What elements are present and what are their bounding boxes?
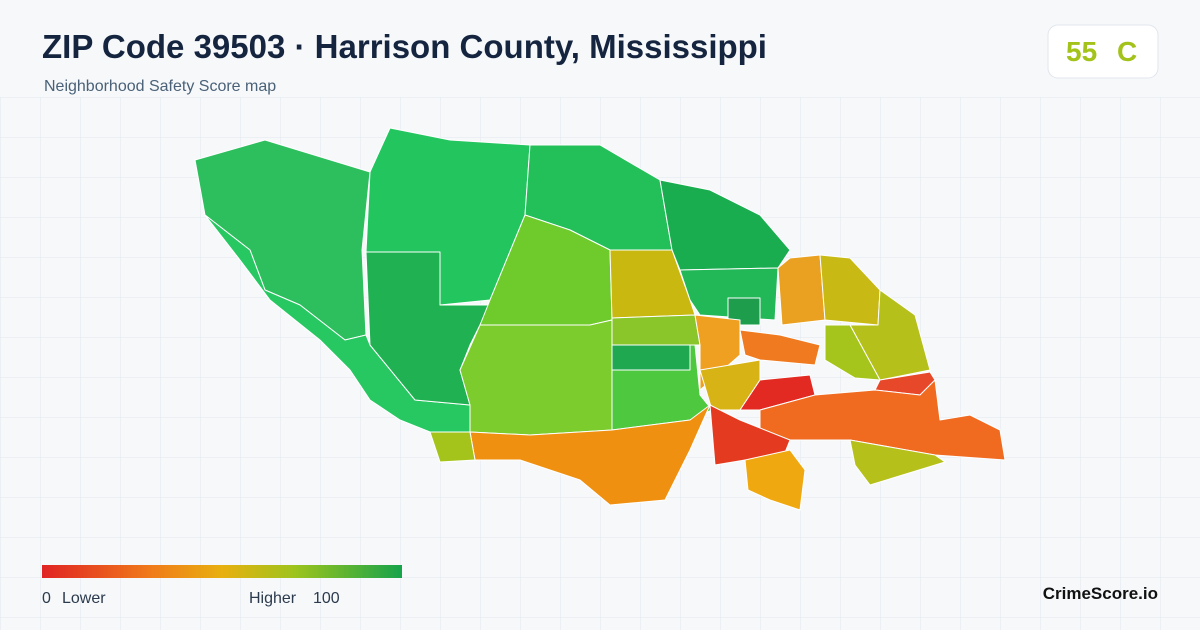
subtitle: Neighborhood Safety Score map bbox=[44, 78, 276, 95]
legend-max: 100 bbox=[313, 590, 340, 607]
brand: CrimeScore.io bbox=[1043, 584, 1158, 603]
title: ZIP Code 39503 · Harrison County, Missis… bbox=[42, 28, 767, 65]
score-badge: 55 C bbox=[1047, 24, 1159, 79]
legend-min: 0 bbox=[42, 590, 51, 607]
legend-max-label: Higher bbox=[249, 590, 297, 607]
score-grade: C bbox=[1117, 36, 1137, 67]
legend-gradient bbox=[42, 565, 402, 578]
zip-map bbox=[194, 127, 1006, 511]
legend-min-label: Lower bbox=[62, 590, 106, 607]
score-value: 55 bbox=[1066, 36, 1097, 67]
